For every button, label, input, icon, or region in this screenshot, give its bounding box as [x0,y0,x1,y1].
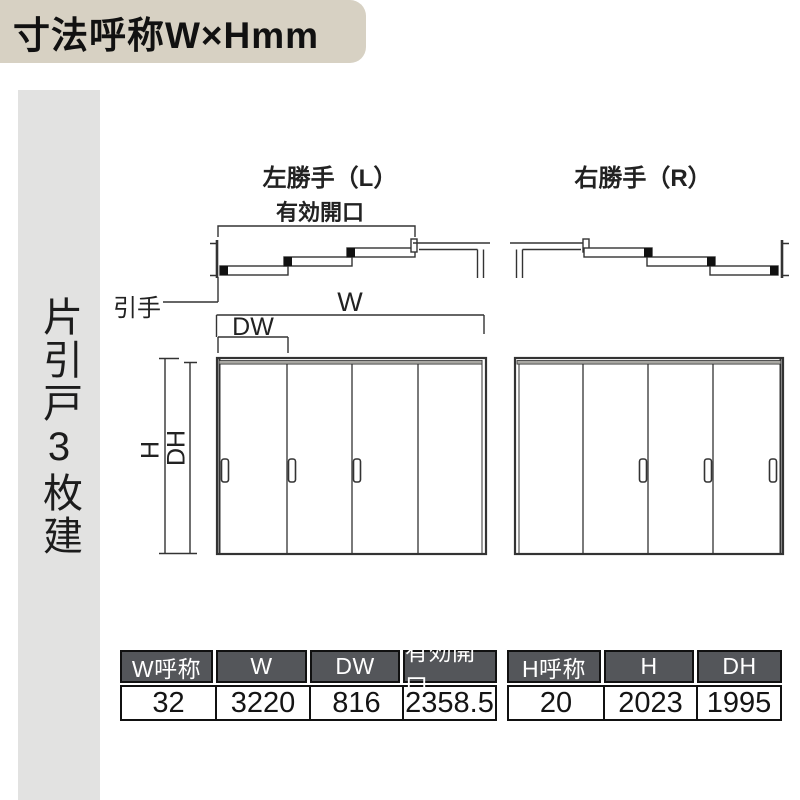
elevation-left [159,314,488,556]
panel-handle-mark [770,266,778,275]
table-header-cell: 有効開口 [403,639,497,699]
w-dimension [215,314,485,337]
height-table-header-row: H呼称 H DH [507,650,782,683]
sidebar: 片引戸3枚建 [18,90,100,800]
door-pull-handle [703,458,713,483]
page-title-box: 寸法呼称W×Hmm [0,0,366,63]
table-value-cell: 2023 [603,687,696,719]
door-pull-handle [768,458,778,483]
width-dimension-table: W呼称 W DW 有効開口 32 3220 816 2358.5 [120,639,497,721]
panel-handle-mark [284,257,292,266]
plan-panel [219,265,289,276]
table-header-cell: W呼称 [120,650,213,683]
table-value-cell: 816 [309,687,402,719]
dw-dimension [217,336,289,353]
plan-panel [646,256,716,267]
table-header-cell: DH [697,650,782,683]
plan-left-title: 左勝手（L） [262,165,398,192]
door-pull-handle [638,458,648,483]
effective-opening-label: 有効開口 [275,200,364,225]
sidebar-label: 片引戸3枚建 [37,296,81,558]
panel-handle-mark [220,266,228,275]
door-width-dim-label: DW [232,313,274,341]
elevation-right [513,356,785,556]
panel-handle-mark [707,257,715,266]
table-value-cell: 1995 [696,687,780,719]
door-pull-handle [352,458,362,483]
width-dim-label: W [337,287,363,317]
h-dh-dimensions [159,357,197,555]
width-table-header-row: W呼称 W DW 有効開口 [120,639,497,699]
table-header-cell: DW [310,650,400,683]
width-table-value-row: 32 3220 816 2358.5 [120,685,497,721]
door-pull-handle [220,458,230,483]
pull-handle-label: 引手 [113,295,161,322]
plan-view-right [510,238,789,278]
table-value-cell: 2358.5 [402,687,495,719]
table-value-cell: 32 [152,686,185,719]
top-track [218,360,483,365]
plan-panel [709,265,779,276]
table-header-cell: H [604,650,694,683]
pull-handle-leader [163,277,219,303]
plan-panel [283,256,353,267]
table-header-cell: H呼称 [507,650,601,683]
top-track [516,360,782,365]
door-diagram [159,225,789,556]
table-value-cell: 3220 [215,687,309,719]
door-pull-handle [287,458,297,483]
plan-panel [346,247,416,258]
effective-opening-dimension [217,225,416,237]
table-header-cell: W [216,650,307,683]
height-table-value-row: 20 2023 1995 [507,685,782,721]
door-height-dim-label: DH [162,429,191,467]
panel-handle-mark [347,248,355,257]
plan-right-title: 右勝手（R） [574,165,712,192]
plan-panel [583,247,653,258]
plan-view-left [163,225,490,303]
height-dimension-table: H呼称 H DH 20 2023 1995 [507,650,782,721]
panel-handle-mark [644,248,652,257]
height-dim-label: H [136,440,165,460]
table-value-cell: 20 [539,686,573,719]
page-title: 寸法呼称W×Hmm [13,14,320,56]
